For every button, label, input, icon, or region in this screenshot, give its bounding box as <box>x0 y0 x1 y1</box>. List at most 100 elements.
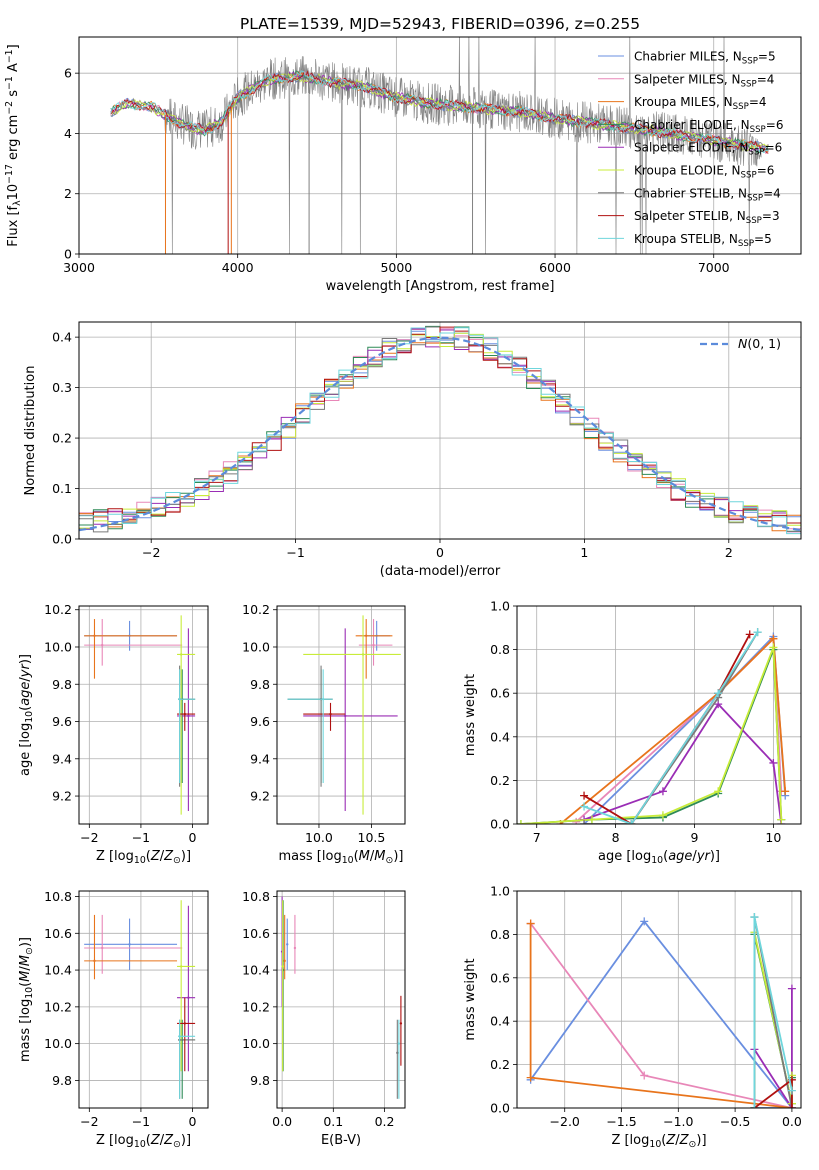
y-tick-label: 0.6 <box>490 686 510 701</box>
y-axis-label-part: erg cm <box>6 115 21 164</box>
legend-label-kroupa_stelib-part: =5 <box>754 232 772 246</box>
x-axis-label-part: ⊙ <box>173 855 181 866</box>
y-tick-label: 10.0 <box>242 639 270 654</box>
x-axis-label-part: E(B-V) <box>321 1133 361 1148</box>
y-axis-label: mass weight <box>463 958 478 1040</box>
series-marker-kroupa_elodie <box>769 643 778 652</box>
y-tick-label: 9.8 <box>52 677 72 692</box>
y-tick-label: 4 <box>64 126 72 141</box>
legend-label-salpeter_elodie-part: SSP <box>748 148 764 158</box>
point-salpeter_stelib <box>399 1022 403 1025</box>
axes-mass_weight_vs_age: 7 8 9 10 0.0 0.2 0.4 0.6 0.8 1.0 <box>490 599 801 845</box>
axes-frame <box>516 605 802 825</box>
histogram-step-kroupa_stelib <box>79 327 801 535</box>
x-tick-label: 0 <box>189 830 197 845</box>
x-tick-label: 7000 <box>698 260 730 275</box>
x-axis-label-part: Z [log <box>96 849 134 864</box>
legend-label-normal-part: (0, 1) <box>747 336 781 351</box>
x-tick-label: −2 <box>80 830 98 845</box>
y-tick-label: 9.6 <box>250 714 270 729</box>
legend-label-chabrier_elodie-part: SSP <box>750 125 766 135</box>
x-tick-label: −1 <box>286 545 304 560</box>
y-axis-label-part: M <box>18 955 33 966</box>
y-axis-label-part: / <box>18 677 33 682</box>
y-axis-label-part: −17 <box>4 164 15 184</box>
series-marker-salpeter_stelib <box>787 1104 796 1108</box>
series-marker-kroupa_stelib <box>750 913 759 922</box>
x-tick-label: 5000 <box>380 260 412 275</box>
x-tick-label: 0 <box>436 545 444 560</box>
series-marker-kroupa_elodie <box>777 815 786 824</box>
x-tick-label: 4000 <box>222 260 254 275</box>
legend-label-kroupa_elodie: Kroupa ELODIE, NSSP=6 <box>634 164 774 181</box>
x-axis-label-part: Z <box>665 1133 676 1148</box>
axes-frame <box>78 890 209 1109</box>
legend-label-salpeter_stelib: Salpeter STELIB, NSSP=3 <box>634 209 780 226</box>
normal-reference-curve <box>79 336 801 532</box>
plot-background <box>277 891 405 1108</box>
legend-label-chabrier_elodie: Chabrier ELODIE, NSSP=6 <box>634 118 783 135</box>
x-tick-label: −0.5 <box>720 1114 750 1129</box>
point-kroupa_elodie <box>179 965 183 968</box>
series-marker-salpeter_elodie <box>787 984 796 993</box>
x-tick-label: 0.1 <box>323 1114 343 1129</box>
x-axis-label-part: wavelength [Angstrom, rest frame] <box>326 279 555 294</box>
y-tick-label: 9.4 <box>52 751 72 766</box>
y-tick-label: 0.4 <box>490 1014 510 1029</box>
errorbars-age_vs_mass <box>287 615 401 815</box>
histogram-legend: N(0, 1) <box>700 336 781 351</box>
legend-label-chabrier_stelib: Chabrier STELIB, NSSP=4 <box>634 186 781 203</box>
histograms <box>79 325 801 536</box>
y-axis-label-part: ] <box>6 44 21 49</box>
series-marker-salpeter_miles <box>572 817 581 824</box>
y-axis-label: mass [log10(M/M⊙)] <box>18 937 35 1062</box>
x-axis-label-part: )] <box>181 1133 191 1148</box>
y-tick-label: 10.0 <box>44 1036 72 1051</box>
y-axis-label-part: −1 <box>4 76 15 90</box>
x-axis-label-part: / <box>692 849 697 864</box>
x-tick-label: −1 <box>132 1114 150 1129</box>
weight-lines-mass_weight_vs_Z <box>526 913 796 1108</box>
y-tick-label: 9.4 <box>250 751 270 766</box>
y-axis-label-part: mass weight <box>463 958 478 1040</box>
plot-background <box>79 606 208 824</box>
y-tick-label: 6 <box>64 66 72 81</box>
y-axis-label: Flux [fλ10−17 erg cm−2 s−1 A−1] <box>4 44 23 246</box>
x-axis-label-part: M <box>359 849 370 864</box>
y-tick-label: 10.2 <box>44 602 72 617</box>
legend-label-kroupa_stelib-part: Kroupa STELIB, N <box>634 232 738 246</box>
point-salpeter_stelib <box>183 712 186 716</box>
y-tick-label: 1.0 <box>490 884 510 899</box>
y-axis-label-part: / <box>18 966 33 971</box>
x-axis-label: mass [log10(M/M⊙)] <box>279 849 404 866</box>
x-axis-label: E(B-V) <box>321 1133 361 1148</box>
y-axis-label-part: )] <box>18 654 33 664</box>
legend-label-normal-part: N <box>738 336 748 351</box>
y-axis-label-part: ⊙ <box>24 947 35 955</box>
legend-label-normal: N(0, 1) <box>738 336 781 351</box>
x-axis-label-part: )] <box>696 1133 706 1148</box>
point-kroupa_elodie <box>281 965 284 968</box>
y-axis-label-part: mass weight <box>463 674 478 756</box>
y-axis-label-part: mass [log <box>18 999 33 1062</box>
x-axis-label-part: 10 <box>342 855 354 866</box>
series-marker-kroupa_stelib <box>753 628 762 637</box>
point-kroupa_elodie <box>179 653 183 656</box>
grid-lines <box>277 606 405 824</box>
y-tick-label: 0.1 <box>52 481 72 496</box>
legend-label-salpeter_stelib-part: Salpeter STELIB, N <box>634 209 746 223</box>
point-kroupa_miles <box>283 959 286 963</box>
legend-label-kroupa_elodie-part: Kroupa ELODIE, N <box>634 164 741 178</box>
y-tick-label: 9.8 <box>250 1073 270 1088</box>
x-axis-label-part: mass [log <box>279 849 342 864</box>
point-kroupa_stelib <box>321 697 325 701</box>
point-kroupa_miles <box>93 634 96 638</box>
plot-background <box>517 606 801 824</box>
x-tick-label: −2 <box>142 545 160 560</box>
y-tick-label: 1.0 <box>490 599 510 614</box>
x-axis-label-part: ( <box>354 849 359 864</box>
x-axis-label-part: age <box>668 849 692 864</box>
series-marker-salpeter_elodie <box>658 787 667 796</box>
legend-label-salpeter_elodie: Salpeter ELODIE, NSSP=6 <box>634 141 782 158</box>
